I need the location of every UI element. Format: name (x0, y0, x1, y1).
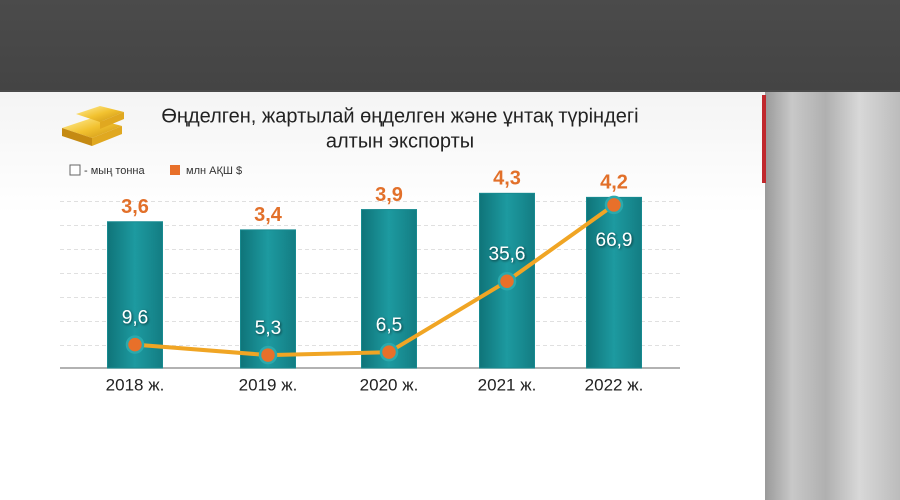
legend-swatch (69, 164, 81, 176)
legend-swatch (170, 165, 180, 175)
chart-title: Өңделген, жартылай өңделген және ұнтақ т… (161, 105, 638, 127)
x-tick-label: 2018 ж. (106, 375, 165, 394)
x-tick-label: 2019 ж. (239, 375, 298, 394)
point-value-label: 5,3 (255, 318, 281, 339)
side-background (765, 92, 900, 500)
bar-value-label: 3,6 (121, 196, 149, 218)
bar (240, 229, 296, 369)
x-tick-label: 2021 ж. (478, 375, 537, 394)
point (497, 271, 517, 291)
point (604, 195, 624, 215)
point-value-label: 9,6 (122, 308, 148, 329)
bar-value-label: 3,4 (254, 204, 283, 226)
point (125, 335, 145, 354)
bar-value-label: 4,2 (600, 172, 628, 194)
chart-subtitle: алтын экспорты (326, 130, 474, 152)
point (258, 345, 278, 365)
gold-icon (62, 106, 124, 146)
point-value-label: 66,9 (596, 230, 633, 251)
legend-label: - мың тонна (84, 165, 146, 177)
bar-value-label: 3,9 (375, 184, 403, 206)
legend-label: млн АҚШ $ (186, 165, 242, 177)
bar (586, 196, 642, 369)
top-band (0, 0, 900, 90)
point-value-label: 6,5 (376, 315, 402, 336)
x-tick-label: 2022 ж. (585, 375, 644, 394)
bar-value-label: 4,3 (493, 168, 521, 190)
point-value-label: 35,6 (489, 244, 526, 265)
accent-line (762, 95, 766, 183)
point (379, 342, 399, 362)
x-tick-label: 2020 ж. (360, 375, 419, 394)
